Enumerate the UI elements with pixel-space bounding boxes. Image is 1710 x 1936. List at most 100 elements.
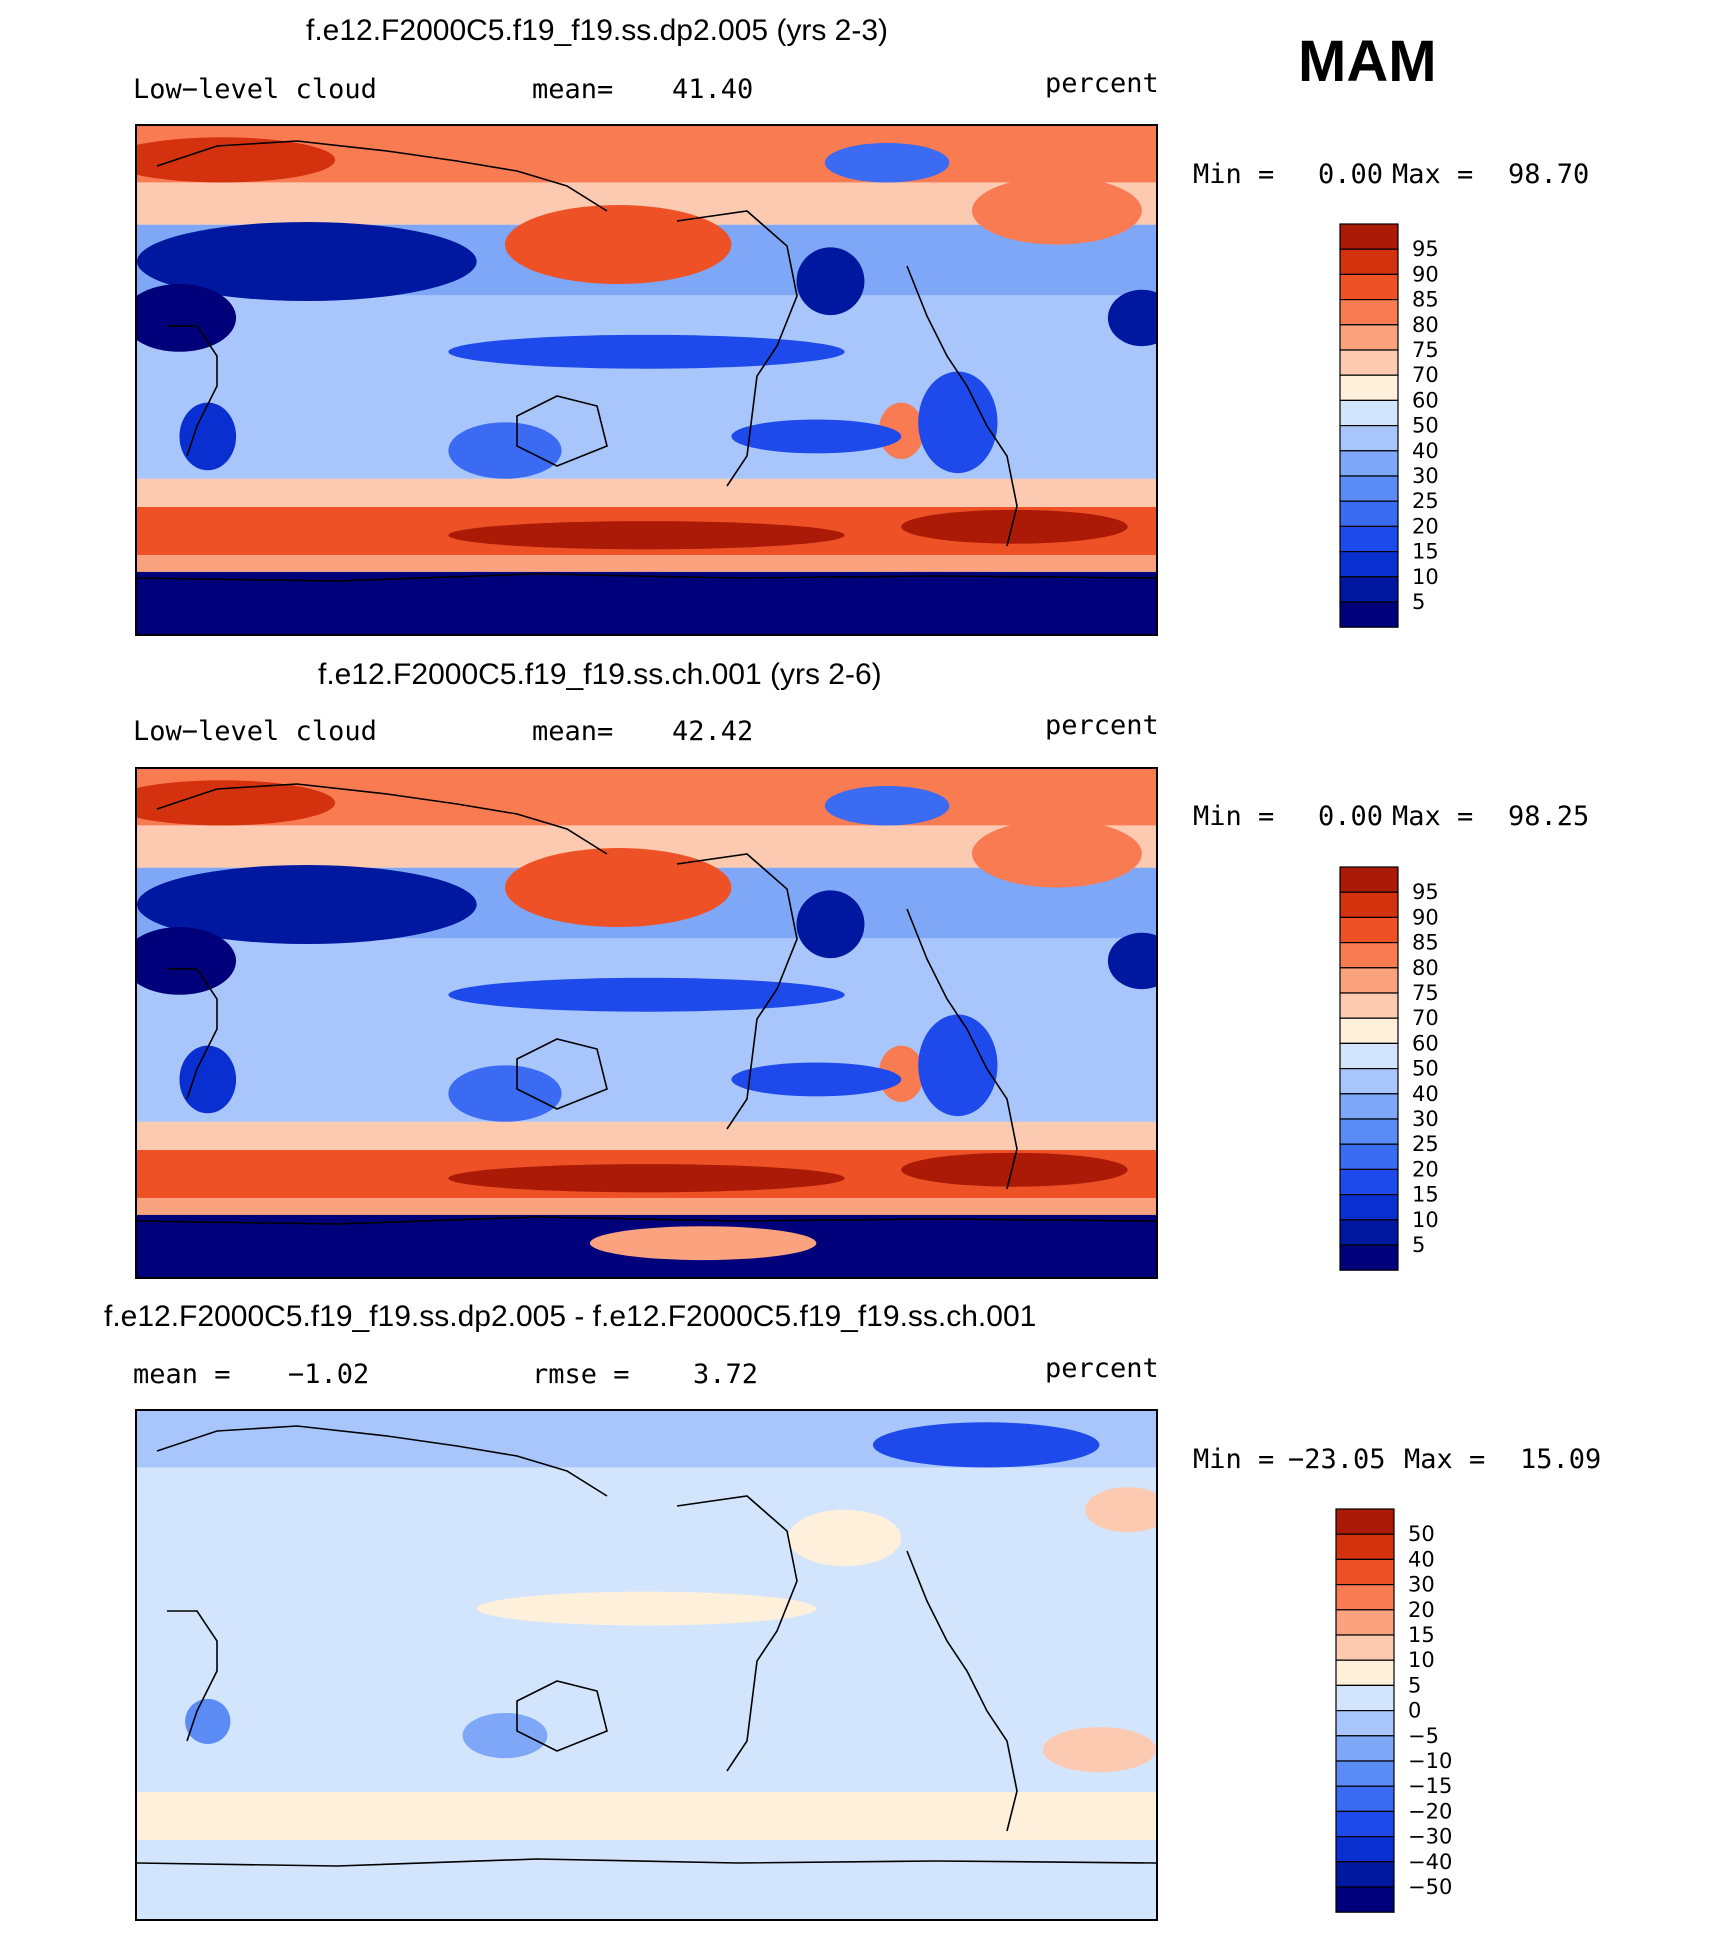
panel3-colorbar-box (1335, 1659, 1395, 1686)
panel2-arctic-canada-low (824, 785, 950, 826)
panel2-colorbar-label: 90 (1412, 905, 1439, 929)
panel2-east-atlantic-low (1107, 932, 1156, 990)
panel3-coastline (137, 1858, 1156, 1867)
panel2-peru-stratocumulus (878, 1045, 924, 1103)
panel1-colorbar-label: 5 (1412, 590, 1425, 614)
panel2-north-atlantic-high (972, 819, 1142, 888)
panel2-colorbar-box (1339, 916, 1399, 944)
panel1-colorbar-box (1339, 248, 1399, 276)
panel3-mean-value: −1.02 (288, 1359, 370, 1390)
panel3-coastline (516, 1680, 608, 1752)
panel2-variable: Low−level cloud (133, 716, 377, 747)
panel2-max-value: 98.25 (1508, 801, 1590, 832)
panel3-colorbar-box (1335, 1583, 1395, 1611)
panel2-colorbar-label: 25 (1412, 1132, 1439, 1156)
panel2-australia-low (448, 1065, 562, 1122)
panel1-variable: Low−level cloud (133, 74, 377, 105)
panel3-colorbar-label: 10 (1408, 1648, 1435, 1672)
panel1-colorbar-box (1339, 500, 1399, 528)
panel2-colorbar-label: 40 (1412, 1082, 1439, 1106)
panel1-colorbar-label: 70 (1412, 363, 1439, 387)
panel3-coastline (167, 1610, 218, 1742)
panel3-colorbar-box (1335, 1810, 1395, 1838)
panel3-title: f.e12.F2000C5.f19_f19.ss.dp2.005 - f.e12… (104, 1300, 1037, 1333)
panel2-colorbar-label: 85 (1412, 931, 1439, 955)
panel1-colorbar-box (1339, 475, 1399, 502)
panel1-colorbar-box (1339, 223, 1399, 250)
panel1-colorbar-box (1339, 349, 1399, 376)
panel2-colorbar-box (1339, 1042, 1399, 1070)
panel1-colorbar-label: 40 (1412, 439, 1439, 463)
panel1-coastline (156, 140, 608, 212)
panel1-colorbar-label: 15 (1412, 540, 1439, 564)
panel3-coastline (676, 1495, 798, 1772)
panel1-max-label: Max = (1392, 159, 1474, 190)
panel1-mean-label: mean= (532, 74, 614, 105)
panel1-min-value: 0.00 (1318, 159, 1384, 190)
panel2-south-pacific-low (731, 1062, 902, 1097)
panel1-coastline (906, 265, 1018, 547)
panel3-coastline (906, 1550, 1018, 1832)
panel1-coastline (167, 325, 218, 457)
panel2-units: percent (1045, 710, 1159, 741)
panel3-colorbar-label: −40 (1408, 1850, 1452, 1874)
panel2-colorbar-label: 15 (1412, 1183, 1439, 1207)
panel3-colorbar-label: 40 (1408, 1547, 1435, 1571)
panel2-california-low (796, 890, 865, 959)
panel3-arctic-canada-diff (872, 1422, 1100, 1468)
panel2-south-africa-low (179, 1045, 237, 1114)
panel1-colorbar-label: 80 (1412, 313, 1439, 337)
panel2-colorbar-box (1339, 891, 1399, 919)
panel3-rmse-value: 3.72 (693, 1359, 759, 1390)
panel1-australia-low (448, 422, 562, 479)
panel2-pacific-itcz (448, 977, 845, 1012)
panel1-colorbar: 95 90 85 80 75 70 60 50 40 30 25 20 15 10 5 (1339, 223, 1490, 629)
panel2-coastline (137, 1216, 1156, 1225)
panel2-map (135, 767, 1158, 1279)
panel2-south-atlantic-peak (901, 1152, 1128, 1187)
panel1-east-atlantic-low (1107, 289, 1156, 347)
panel3-max-value: 15.09 (1520, 1444, 1602, 1475)
panel2-colorbar-box (1339, 1168, 1399, 1196)
panel3-australia-diff (462, 1712, 548, 1759)
panel1-south-atlantic-peak (901, 509, 1128, 544)
panel3-colorbar-label: 30 (1408, 1573, 1435, 1597)
panel2-coastline (516, 1038, 608, 1110)
panel2-southern-transition (137, 1121, 1156, 1150)
panel3-colorbar-label: 20 (1408, 1598, 1435, 1622)
panel3-rmse-label: rmse = (532, 1359, 630, 1390)
panel2-coastline (167, 968, 218, 1100)
panel1-max-value: 98.70 (1508, 159, 1590, 190)
panel2-south-america-low (918, 1014, 998, 1117)
panel2-eurasia-low (137, 864, 477, 944)
panel2-colorbar-label: 70 (1412, 1006, 1439, 1030)
panel1-colorbar-label: 10 (1412, 565, 1439, 589)
panel2-colorbar-label: 80 (1412, 956, 1439, 980)
panel2-colorbar-label: 75 (1412, 981, 1439, 1005)
panel1-eurasia-low (137, 221, 477, 301)
panel2-min-label: Min = (1193, 801, 1275, 832)
panel1-units: percent (1045, 68, 1159, 99)
panel2-colorbar-box (1339, 1017, 1399, 1044)
panel1-colorbar-box (1339, 450, 1399, 477)
panel1-min-label: Min = (1193, 159, 1275, 190)
panel3-colorbar-box (1335, 1735, 1395, 1762)
panel2-colorbar-label: 30 (1412, 1107, 1439, 1131)
panel1-colorbar-box (1339, 324, 1399, 351)
panel3-colorbar-box (1335, 1886, 1395, 1913)
panel1-sahara-low (137, 284, 237, 352)
panel3-colorbar: 50 40 30 20 15 10 5 0 −5 −10 −15 −20 −30 −40 −50 (1335, 1508, 1486, 1914)
panel1-north-pacific-high (504, 205, 732, 285)
panel3-min-label: Min = (1193, 1444, 1275, 1475)
panel3-mean-label: mean = (133, 1359, 231, 1390)
panel2-sahara-low (137, 927, 237, 995)
panel1-colorbar-box (1339, 298, 1399, 326)
panel2-min-value: 0.00 (1318, 801, 1384, 832)
panel2-colorbar-box (1339, 866, 1399, 893)
panel1-colorbar-box (1339, 525, 1399, 553)
panel2-colorbar-box (1339, 1093, 1399, 1120)
panel3-colorbar-box (1335, 1785, 1395, 1813)
panel3-colorbar-box (1335, 1861, 1395, 1888)
panel1-southern-ocean-peak (448, 521, 845, 550)
panel2-colorbar: 95 90 85 80 75 70 60 50 40 30 25 20 15 10 5 (1339, 866, 1490, 1272)
